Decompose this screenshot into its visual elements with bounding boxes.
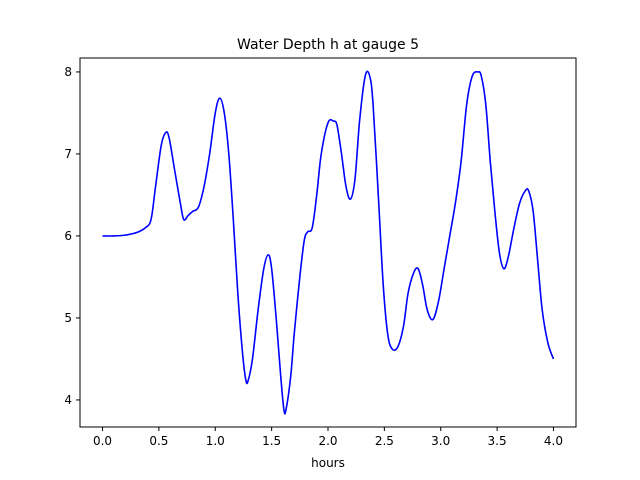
y-tick-label: 5 xyxy=(64,311,72,325)
x-tick-label: 2.5 xyxy=(375,434,394,448)
x-axis-label: hours xyxy=(311,456,345,470)
x-tick-label: 3.0 xyxy=(431,434,450,448)
x-tick-label: 0.5 xyxy=(149,434,168,448)
x-axis: 0.0 0.5 1.0 1.5 2.0 2.5 3.0 3.5 4.0 xyxy=(93,427,563,448)
y-axis: 4 5 6 7 8 xyxy=(64,65,80,407)
chart-title: Water Depth h at gauge 5 xyxy=(237,37,419,53)
plot-background xyxy=(80,58,576,427)
x-tick-label: 1.0 xyxy=(206,434,225,448)
y-tick-label: 4 xyxy=(64,393,72,407)
series-layer xyxy=(102,70,555,415)
series-line-0 xyxy=(102,70,555,415)
x-tick-label: 1.5 xyxy=(262,434,281,448)
plot-area xyxy=(80,58,576,427)
y-tick-label: 7 xyxy=(64,147,72,161)
x-tick-label: 2.0 xyxy=(318,434,337,448)
x-tick-label: 3.5 xyxy=(488,434,507,448)
y-tick-label: 6 xyxy=(64,229,72,243)
x-tick-label: 4.0 xyxy=(544,434,563,448)
y-tick-label: 8 xyxy=(64,65,72,79)
x-tick-label: 0.0 xyxy=(93,434,112,448)
